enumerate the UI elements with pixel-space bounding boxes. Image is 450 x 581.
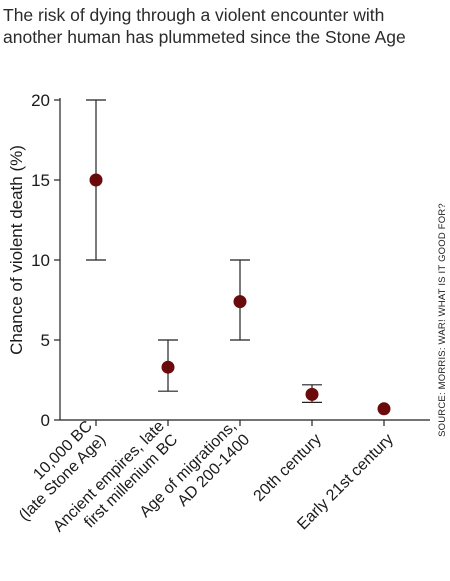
y-tick-label: 20: [31, 91, 50, 110]
data-point: [305, 387, 319, 401]
data-point: [89, 173, 103, 187]
y-tick-label: 15: [31, 171, 50, 190]
data-marks: [86, 99, 391, 416]
data-point: [161, 360, 175, 374]
y-axis: 0 5 10 15 20: [31, 91, 61, 430]
y-tick-label: 5: [41, 331, 50, 350]
source-note: SOURCE: MORRIS: WAR! WHAT IS IT GOOD FOR…: [437, 203, 448, 437]
data-point: [377, 402, 391, 416]
x-tick-label: 20th century: [251, 431, 325, 505]
data-point: [233, 295, 247, 309]
chart-title: The risk of dying through a violent enco…: [3, 5, 406, 47]
y-axis-label: Chance of violent death (%): [7, 145, 26, 355]
y-tick-label: 10: [31, 251, 50, 270]
x-axis: 10,000 BC(late Stone Age)Ancient empires…: [16, 418, 430, 535]
y-tick-label: 0: [41, 411, 50, 430]
